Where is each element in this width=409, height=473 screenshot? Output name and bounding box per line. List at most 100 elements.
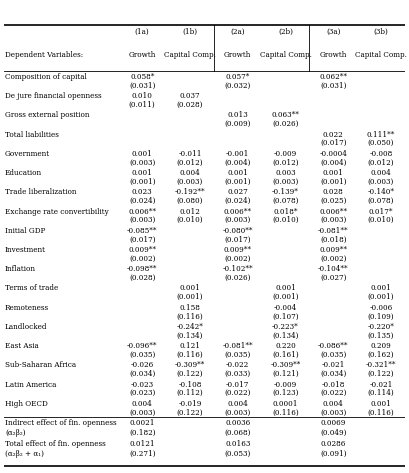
Text: (0.012): (0.012): [177, 158, 203, 166]
Text: (0.001): (0.001): [177, 293, 203, 301]
Text: -0.021: -0.021: [321, 361, 345, 369]
Text: 0.0121: 0.0121: [129, 439, 155, 447]
Text: -0.242*: -0.242*: [177, 323, 203, 331]
Text: 0.004: 0.004: [132, 400, 153, 408]
Text: Growth: Growth: [128, 51, 156, 59]
Text: (0.049): (0.049): [320, 429, 346, 437]
Text: -0.085**: -0.085**: [127, 227, 157, 235]
Text: Education: Education: [5, 169, 42, 177]
Text: -0.104**: -0.104**: [318, 265, 348, 273]
Text: 0.0021: 0.0021: [130, 419, 155, 427]
Text: (0.001): (0.001): [272, 293, 299, 301]
Text: (0.134): (0.134): [272, 332, 299, 340]
Text: -0.223*: -0.223*: [272, 323, 299, 331]
Text: 0.037: 0.037: [180, 92, 200, 100]
Text: (0.025): (0.025): [320, 197, 346, 205]
Text: -0.026: -0.026: [130, 361, 154, 369]
Text: -0.009: -0.009: [274, 381, 297, 389]
Text: (0.024): (0.024): [129, 197, 155, 205]
Text: (0.022): (0.022): [225, 389, 251, 397]
Text: (0.114): (0.114): [368, 389, 394, 397]
Text: (0.004): (0.004): [225, 158, 251, 166]
Text: 0.058*: 0.058*: [130, 73, 154, 81]
Text: (2b): (2b): [278, 27, 293, 35]
Text: 0.0001: 0.0001: [273, 400, 298, 408]
Text: (0.001): (0.001): [368, 293, 394, 301]
Text: Inflation: Inflation: [5, 265, 36, 273]
Text: Terms of trade: Terms of trade: [5, 284, 58, 292]
Text: (0.031): (0.031): [129, 81, 155, 89]
Text: 0.023: 0.023: [132, 188, 153, 196]
Text: (0.003): (0.003): [129, 158, 155, 166]
Text: (0.002): (0.002): [225, 254, 251, 263]
Text: (1b): (1b): [182, 27, 198, 35]
Text: -0.086**: -0.086**: [318, 342, 348, 350]
Text: -0.309**: -0.309**: [175, 361, 205, 369]
Text: (0.004): (0.004): [320, 158, 346, 166]
Text: (0.010): (0.010): [177, 216, 203, 224]
Text: (0.028): (0.028): [177, 101, 203, 109]
Text: (0.109): (0.109): [368, 312, 394, 320]
Text: 0.006**: 0.006**: [319, 208, 347, 216]
Text: (0.135): (0.135): [368, 332, 394, 340]
Text: -0.081**: -0.081**: [222, 342, 253, 350]
Text: -0.102**: -0.102**: [222, 265, 253, 273]
Text: Composition of capital: Composition of capital: [5, 73, 87, 81]
Text: 0.017*: 0.017*: [369, 208, 393, 216]
Text: (0.002): (0.002): [320, 254, 346, 263]
Text: (0.003): (0.003): [272, 178, 299, 186]
Text: (0.022): (0.022): [320, 389, 346, 397]
Text: Capital Comp.: Capital Comp.: [260, 51, 311, 59]
Text: (α₂β₂): (α₂β₂): [5, 429, 25, 437]
Text: (0.068): (0.068): [225, 429, 251, 437]
Text: Total liabilities: Total liabilities: [5, 131, 59, 139]
Text: Landlocked: Landlocked: [5, 323, 47, 331]
Text: Indirect effect of fin. openness: Indirect effect of fin. openness: [5, 419, 117, 427]
Text: 0.209: 0.209: [371, 342, 391, 350]
Text: Government: Government: [5, 150, 50, 158]
Text: (0.122): (0.122): [177, 409, 203, 417]
Text: 0.028: 0.028: [323, 188, 344, 196]
Text: -0.081**: -0.081**: [318, 227, 348, 235]
Text: (0.091): (0.091): [320, 450, 346, 458]
Text: -0.0004: -0.0004: [319, 150, 347, 158]
Text: (0.017): (0.017): [225, 236, 251, 244]
Text: (0.026): (0.026): [272, 120, 299, 128]
Text: (0.010): (0.010): [272, 216, 299, 224]
Text: -0.021: -0.021: [369, 381, 393, 389]
Text: (0.271): (0.271): [129, 450, 155, 458]
Text: (0.024): (0.024): [225, 197, 251, 205]
Text: (0.026): (0.026): [225, 274, 251, 282]
Text: (0.050): (0.050): [368, 139, 394, 147]
Text: (0.001): (0.001): [225, 178, 251, 186]
Text: -0.140*: -0.140*: [368, 188, 395, 196]
Text: -0.098**: -0.098**: [127, 265, 157, 273]
Text: -0.008: -0.008: [369, 150, 393, 158]
Text: 0.027: 0.027: [227, 188, 248, 196]
Text: (0.003): (0.003): [225, 409, 251, 417]
Text: Sub-Saharan Africa: Sub-Saharan Africa: [5, 361, 76, 369]
Text: Growth: Growth: [319, 51, 347, 59]
Text: 0.063**: 0.063**: [272, 111, 299, 119]
Text: (0.034): (0.034): [320, 370, 346, 378]
Text: (0.162): (0.162): [368, 351, 394, 359]
Text: 0.0286: 0.0286: [321, 439, 346, 447]
Text: Dependent Variables:: Dependent Variables:: [5, 51, 83, 59]
Text: 0.013: 0.013: [227, 111, 248, 119]
Text: Exchange rate convertibility: Exchange rate convertibility: [5, 208, 109, 216]
Text: 0.004: 0.004: [371, 169, 391, 177]
Text: 0.006**: 0.006**: [224, 208, 252, 216]
Text: -0.017: -0.017: [226, 381, 249, 389]
Text: -0.080**: -0.080**: [222, 227, 253, 235]
Text: (0.053): (0.053): [225, 450, 251, 458]
Text: (3b): (3b): [373, 27, 389, 35]
Text: -0.011: -0.011: [178, 150, 202, 158]
Text: (0.078): (0.078): [368, 197, 394, 205]
Text: 0.001: 0.001: [227, 169, 248, 177]
Text: (0.001): (0.001): [129, 178, 155, 186]
Text: 0.0163: 0.0163: [225, 439, 250, 447]
Text: -0.309**: -0.309**: [270, 361, 301, 369]
Text: (0.078): (0.078): [272, 197, 299, 205]
Text: (0.012): (0.012): [272, 158, 299, 166]
Text: (0.122): (0.122): [177, 370, 203, 378]
